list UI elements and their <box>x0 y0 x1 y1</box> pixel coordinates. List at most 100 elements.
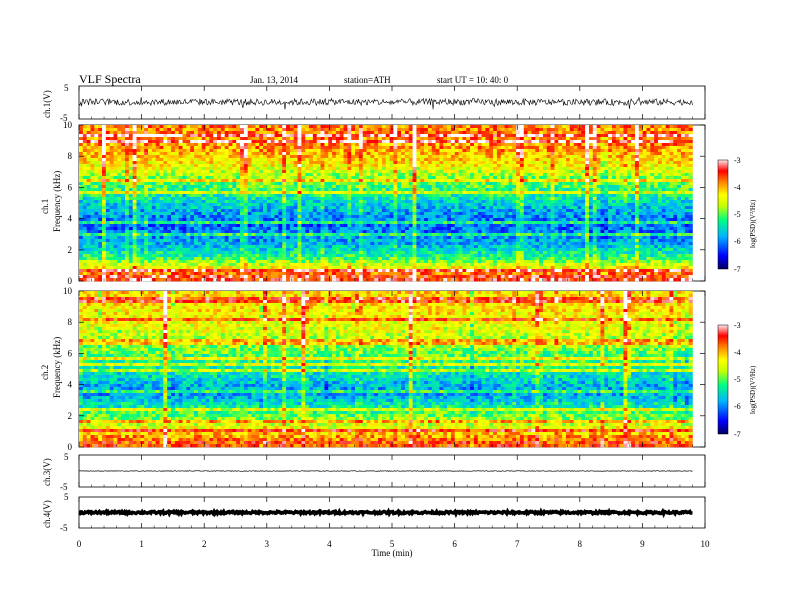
spectrogram-cell <box>439 146 444 150</box>
spectrogram-cell <box>90 200 95 204</box>
spectrogram-cell <box>301 149 306 153</box>
spectrogram-cell <box>393 143 398 147</box>
spectrogram-cell <box>443 134 448 138</box>
spectrogram-cell <box>615 164 620 168</box>
spectrogram-cell <box>378 176 383 180</box>
spectrogram-cell <box>197 161 202 165</box>
spectrogram-cell <box>558 146 563 150</box>
spectrogram-cell <box>163 152 168 156</box>
spectrogram-cell <box>627 167 632 171</box>
spectrogram-cell <box>454 191 459 195</box>
spectrogram-cell <box>577 140 582 144</box>
spectrogram-cell <box>205 146 210 150</box>
spectrogram-cell <box>171 149 176 153</box>
spectrogram-cell <box>381 167 387 171</box>
spectrogram-cell <box>470 158 475 162</box>
spectrogram-cell <box>496 197 502 201</box>
spectrogram-cell <box>240 176 245 180</box>
spectrogram-cell <box>550 179 555 183</box>
spectrogram-cell <box>573 212 578 216</box>
spectrogram-cell <box>585 206 590 210</box>
spectrogram-cell <box>274 140 279 144</box>
spectrogram-cell <box>504 197 509 201</box>
spectrogram-cell <box>412 140 417 144</box>
spectrogram-cell <box>588 194 594 198</box>
spectrogram-cell <box>232 194 237 198</box>
spectrogram-cell <box>224 152 229 156</box>
spectrogram-cell <box>654 215 659 219</box>
spectrogram-cell <box>512 134 517 138</box>
spectrogram-cell <box>596 128 601 132</box>
spectrogram-cell <box>105 200 110 204</box>
spectrogram-cell <box>251 131 256 135</box>
spectrogram-cell <box>213 194 218 198</box>
spectrogram-cell <box>585 155 590 159</box>
spectrogram-cell <box>431 170 436 174</box>
spectrogram-cell <box>481 155 486 159</box>
spectrogram-cell <box>297 179 302 183</box>
spectrogram-cell <box>527 191 532 195</box>
spectrogram-cell <box>466 158 471 162</box>
spectrogram-cell <box>132 194 137 198</box>
spectrogram-cell <box>431 158 436 162</box>
spectrogram-cell <box>125 131 130 135</box>
spectrogram-cell <box>450 194 456 198</box>
spectrogram-cell <box>393 191 398 195</box>
spectrogram-cell <box>631 182 636 186</box>
spectrogram-cell <box>240 128 245 132</box>
spectrogram-cell <box>194 161 199 165</box>
spectrogram-cell <box>504 152 509 156</box>
spectrogram-cell <box>408 200 413 204</box>
spectrogram-cell <box>347 164 352 168</box>
spectrogram-cell <box>374 140 379 144</box>
spectrogram-cell <box>194 203 199 207</box>
spectrogram-cell <box>274 200 279 204</box>
spectrogram-cell <box>477 206 482 210</box>
spectrogram-cell <box>550 167 555 171</box>
spectrogram-cell <box>577 200 582 204</box>
spectrogram-cell <box>347 200 352 204</box>
spectrogram-cell <box>646 155 651 159</box>
spectrogram-cell <box>201 158 206 162</box>
spectrogram-cell <box>270 173 275 177</box>
spectrogram-cell <box>412 134 417 138</box>
spectrogram-cell <box>684 128 689 132</box>
spectrogram-cell <box>79 200 84 204</box>
spectrogram-cell <box>420 167 425 171</box>
spectrogram-cell <box>148 158 153 162</box>
spectrogram-cell <box>332 155 337 159</box>
spectrogram-cell <box>255 170 260 174</box>
spectrogram-cell <box>427 200 433 204</box>
spectrogram-cell <box>489 173 494 177</box>
spectrogram-cell <box>443 176 448 180</box>
spectrogram-cell <box>623 194 628 198</box>
spectrogram-cell <box>355 206 360 210</box>
spectrogram-cell <box>286 194 291 198</box>
spectrogram-cell <box>634 206 640 210</box>
spectrogram-cell <box>320 140 325 144</box>
spectrogram-cell <box>293 140 298 144</box>
spectrogram-cell <box>351 197 356 201</box>
spectrogram-cell <box>604 179 609 183</box>
spectrogram-cell <box>297 158 302 162</box>
spectrogram-cell <box>358 176 364 180</box>
spectrogram-cell <box>646 170 651 174</box>
spectrogram-cell <box>320 131 325 135</box>
spectrogram-cell <box>519 191 525 195</box>
spectrogram-cell <box>140 194 145 198</box>
spectrogram-cell <box>136 167 141 171</box>
spectrogram-cell <box>531 164 536 168</box>
spectrogram-cell <box>562 149 567 153</box>
spectrogram-cell <box>289 164 295 168</box>
spectrogram-cell <box>255 140 260 144</box>
spectrogram-cell <box>224 188 229 192</box>
spectrogram-cell <box>408 143 413 147</box>
spectrogram-cell <box>470 185 475 189</box>
spectrogram-cell <box>186 137 191 141</box>
spectrogram-cell <box>102 149 107 153</box>
spectrogram-cell <box>94 170 99 174</box>
spectrogram-cell <box>217 182 222 186</box>
spectrogram-cell <box>217 149 222 153</box>
spectrogram-cell <box>132 200 137 204</box>
spectrogram-cell <box>240 200 245 204</box>
